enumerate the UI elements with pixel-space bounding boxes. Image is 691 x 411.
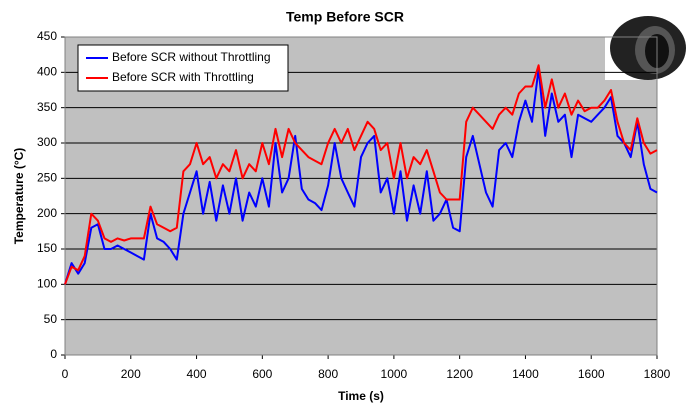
y-tick-label: 50 (44, 312, 58, 326)
x-tick-label: 1800 (644, 367, 671, 381)
x-tick-label: 1400 (512, 367, 539, 381)
legend-label: Before SCR with Throttling (112, 70, 254, 84)
y-tick-label: 250 (37, 171, 57, 185)
series-line (64, 64, 658, 285)
x-tick-label: 400 (187, 367, 207, 381)
x-tick-label: 600 (252, 367, 272, 381)
y-tick-label: 200 (37, 206, 57, 220)
legend-label: Before SCR without Throttling (112, 50, 271, 64)
icon (605, 2, 686, 80)
plot-border (64, 36, 658, 356)
y-tick-label: 0 (50, 347, 57, 361)
y-tick-label: 400 (37, 65, 57, 79)
x-tick-label: 1600 (578, 367, 605, 381)
y-tick-label: 450 (37, 29, 57, 43)
y-tick-label: 300 (37, 135, 57, 149)
x-tick-label: 0 (62, 367, 69, 381)
x-axis-label: Time (s) (338, 389, 384, 403)
y-tick-label: 150 (37, 241, 57, 255)
x-tick-label: 1200 (446, 367, 473, 381)
x-tick-label: 200 (121, 367, 141, 381)
y-tick-label: 100 (37, 277, 57, 291)
y-tick-label: 350 (37, 100, 57, 114)
series-line (64, 67, 658, 285)
y-axis-label: Temperature (°C) (12, 148, 26, 245)
x-tick-label: 800 (318, 367, 338, 381)
legend-box (77, 44, 289, 92)
x-tick-label: 1000 (381, 367, 408, 381)
chart-title: Temp Before SCR (286, 9, 404, 25)
